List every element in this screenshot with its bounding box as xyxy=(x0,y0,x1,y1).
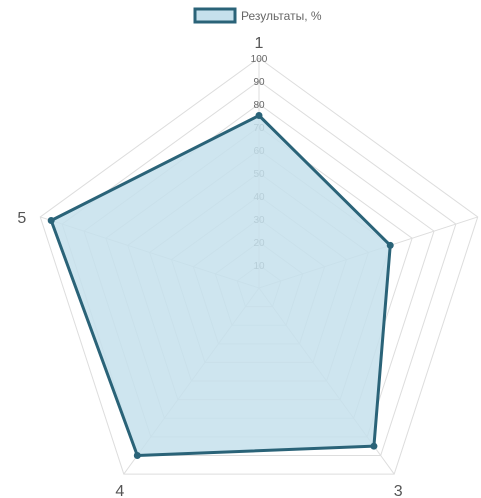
tick-label: 100 xyxy=(251,54,268,65)
tick-label: 90 xyxy=(253,77,265,88)
series xyxy=(47,112,394,459)
grid-ring xyxy=(39,57,479,475)
tick-label: 80 xyxy=(253,100,265,111)
axis-label: 4 xyxy=(115,483,124,498)
legend-swatch[interactable] xyxy=(193,7,237,24)
axis-labels: 1 3 4 5 xyxy=(17,35,402,498)
data-point[interactable] xyxy=(133,451,141,459)
legend-label: Результаты, % xyxy=(241,9,322,23)
series-area xyxy=(49,114,392,457)
data-point[interactable] xyxy=(255,112,263,119)
data-point[interactable] xyxy=(47,216,55,224)
data-point[interactable] xyxy=(386,241,394,249)
legend[interactable]: Результаты, % xyxy=(193,7,322,24)
data-point[interactable] xyxy=(370,442,378,450)
axis-label: 1 xyxy=(255,35,264,52)
axis-label: 5 xyxy=(17,210,26,227)
axis-label: 3 xyxy=(394,483,403,498)
